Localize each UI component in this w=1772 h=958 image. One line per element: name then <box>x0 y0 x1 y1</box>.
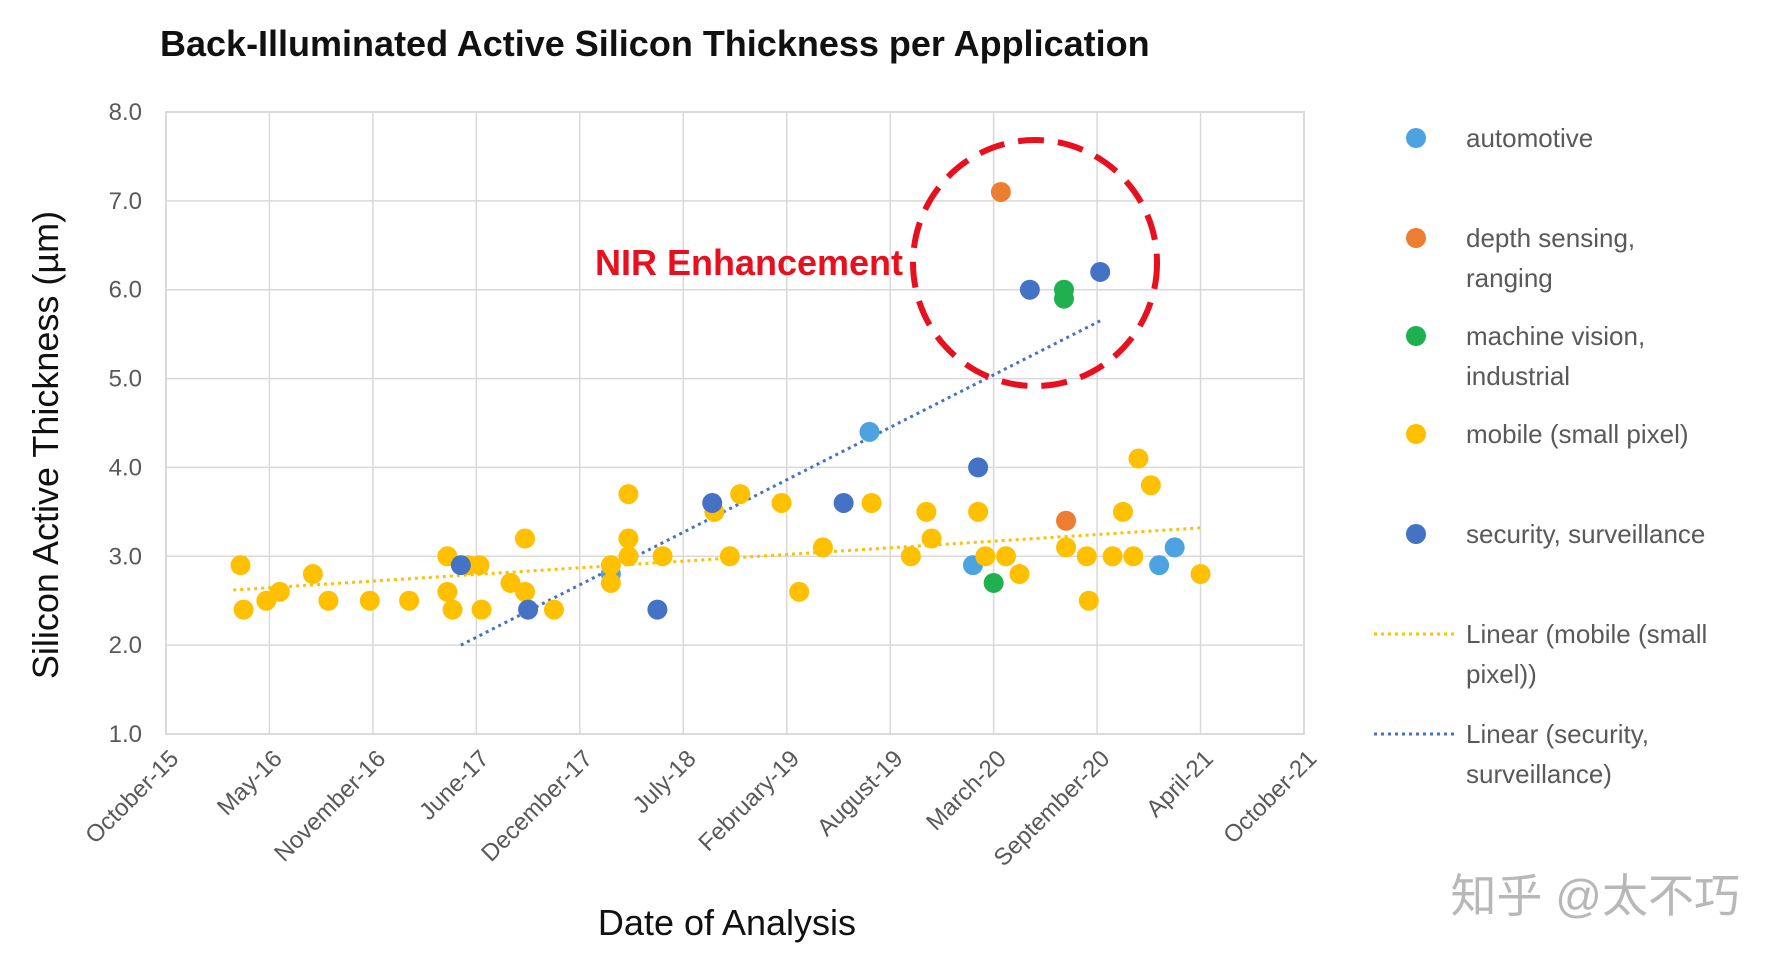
data-point <box>500 572 521 593</box>
data-point <box>1056 537 1077 558</box>
legend-marker <box>1406 326 1426 346</box>
data-point <box>1164 537 1185 558</box>
legend: automotive depth sensing, ranging machine v… <box>1374 123 1707 789</box>
legend-label: Linear (security, <box>1466 719 1649 749</box>
data-point <box>618 484 639 505</box>
data-point <box>968 501 989 522</box>
watermark: 知乎 @太不巧 <box>1451 870 1740 922</box>
data-point <box>812 537 833 558</box>
data-point <box>471 599 492 620</box>
data-point <box>1090 261 1111 282</box>
data-point <box>1009 564 1030 585</box>
x-axis-title: Date of Analysis <box>598 902 856 943</box>
y-tick-label: 6.0 <box>109 277 142 304</box>
highlight-circle <box>910 137 1161 390</box>
legend-label: ranging <box>1466 263 1553 293</box>
data-point <box>1190 564 1211 585</box>
data-point <box>859 421 880 442</box>
data-point <box>996 546 1017 567</box>
data-point <box>861 492 882 513</box>
y-tick-label: 4.0 <box>109 454 142 481</box>
data-point <box>1128 448 1149 469</box>
data-point <box>719 546 740 567</box>
y-tick-label: 2.0 <box>109 632 142 659</box>
legend-label: automotive <box>1466 123 1593 153</box>
legend-label: surveillance) <box>1466 759 1612 789</box>
data-point <box>652 546 673 567</box>
data-point <box>600 555 621 576</box>
y-tick-label: 3.0 <box>109 543 142 570</box>
legend-label: security, surveillance <box>1466 519 1705 549</box>
legend-label: Linear (mobile (small <box>1466 619 1707 649</box>
data-point <box>600 572 621 593</box>
data-point <box>975 546 996 567</box>
annotation-label: NIR Enhancement <box>595 242 903 283</box>
data-point <box>399 590 420 611</box>
data-point <box>518 599 539 620</box>
data-point <box>442 599 463 620</box>
data-point <box>450 555 471 576</box>
legend-label: mobile (small pixel) <box>1466 419 1689 449</box>
data-point <box>359 590 380 611</box>
data-point <box>318 590 339 611</box>
data-point <box>618 546 639 567</box>
legend-label: depth sensing, <box>1466 223 1635 253</box>
data-point <box>1053 279 1074 300</box>
data-point <box>302 564 323 585</box>
data-point <box>469 555 490 576</box>
y-axis-title: Silicon Active Thickness (µm) <box>25 211 66 679</box>
data-point <box>1102 546 1123 567</box>
y-tick-label: 7.0 <box>109 188 142 215</box>
legend-label: industrial <box>1466 361 1570 391</box>
legend-label: pixel)) <box>1466 659 1537 689</box>
data-point <box>1112 501 1133 522</box>
data-point <box>647 599 668 620</box>
data-point <box>618 528 639 549</box>
data-point <box>1019 279 1040 300</box>
data-point <box>1149 555 1170 576</box>
data-point <box>702 492 723 513</box>
trendline <box>233 526 1201 592</box>
annotations: NIR Enhancement <box>595 137 1161 390</box>
y-tick-label: 8.0 <box>109 99 142 126</box>
data-point <box>900 546 921 567</box>
legend-marker <box>1406 524 1426 544</box>
data-point <box>771 492 792 513</box>
data-point <box>1140 475 1161 496</box>
y-tick-label: 5.0 <box>109 366 142 393</box>
data-point <box>983 572 1004 593</box>
data-points <box>230 181 1211 620</box>
data-point <box>543 599 564 620</box>
data-point <box>1056 510 1077 531</box>
gridlines <box>165 111 1305 735</box>
y-tick-label: 1.0 <box>109 721 142 748</box>
data-point <box>233 599 254 620</box>
data-point <box>514 581 535 602</box>
data-point <box>968 457 989 478</box>
data-point <box>921 528 942 549</box>
data-point <box>1076 546 1097 567</box>
legend-marker <box>1406 424 1426 444</box>
data-point <box>730 484 751 505</box>
data-point <box>1078 590 1099 611</box>
data-point <box>916 501 937 522</box>
chart-title: Back-Illuminated Active Silicon Thicknes… <box>160 23 1150 64</box>
legend-marker <box>1406 128 1426 148</box>
data-point <box>437 581 458 602</box>
legend-label: machine vision, <box>1466 321 1645 351</box>
data-point <box>1123 546 1144 567</box>
data-point <box>833 492 854 513</box>
data-point <box>789 581 810 602</box>
trendlines <box>233 319 1201 647</box>
data-point <box>514 528 535 549</box>
data-point <box>269 581 290 602</box>
data-point <box>990 181 1011 202</box>
data-point <box>230 555 251 576</box>
trendline <box>460 319 1101 647</box>
legend-marker <box>1406 228 1426 248</box>
